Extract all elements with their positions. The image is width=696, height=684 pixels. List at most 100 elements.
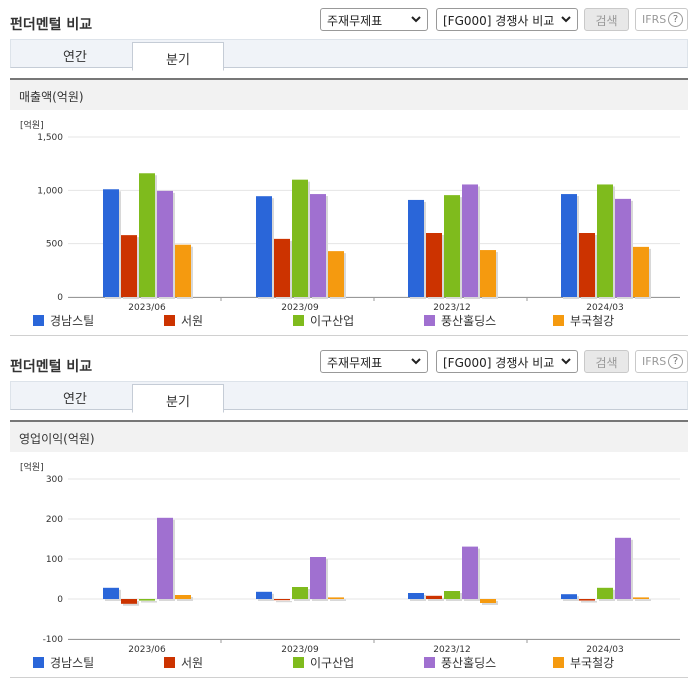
- unit-label: [억원]: [20, 463, 44, 473]
- bar: [579, 233, 595, 297]
- legend-label: 경남스틸: [50, 314, 95, 328]
- bar: [633, 597, 649, 599]
- bar: [103, 189, 119, 297]
- bar: [426, 595, 442, 599]
- search-button[interactable]: 검색: [584, 350, 629, 373]
- revenue-chart: 0 500 1,000 1,500 2023/06 2023/09 2023/12 2024/…: [37, 133, 680, 313]
- bar: [121, 235, 137, 297]
- y-tick-label: 500: [46, 240, 63, 250]
- bar: [561, 594, 577, 599]
- bar: [157, 190, 173, 297]
- y-tick-label: -100: [43, 635, 64, 645]
- legend-swatch: [293, 657, 304, 668]
- legend-item[interactable]: 풍산홀딩스: [424, 654, 496, 670]
- legend-label: 이구산업: [310, 656, 355, 670]
- legend-item[interactable]: 서원: [164, 654, 203, 670]
- legend-item[interactable]: 부국철강: [553, 312, 614, 328]
- legend-swatch: [424, 657, 435, 668]
- x-tick-label: 2023/09: [281, 645, 319, 655]
- legend-swatch: [164, 315, 175, 326]
- ifrs-button[interactable]: IFRS ?: [635, 350, 688, 373]
- x-tick-label: 2023/09: [281, 303, 319, 313]
- bar: [139, 599, 155, 601]
- x-tick-label: 2023/12: [433, 645, 470, 655]
- tab-quarterly[interactable]: 분기: [132, 384, 224, 413]
- period-tabs: 연간 분기: [10, 39, 688, 71]
- bar: [274, 599, 290, 601]
- bar: [292, 179, 308, 297]
- divider: [10, 335, 688, 336]
- bar: [157, 517, 173, 599]
- legend-label: 풍산홀딩스: [441, 656, 497, 670]
- legend-item[interactable]: 경남스틸: [33, 312, 94, 328]
- bar: [121, 599, 137, 604]
- panel-title: 펀더멘털 비교: [10, 17, 93, 33]
- bar: [256, 591, 272, 599]
- legend-label: 경남스틸: [50, 656, 95, 670]
- legend-item[interactable]: 이구산업: [293, 312, 354, 328]
- y-tick-label: 1,500: [37, 133, 63, 143]
- statement-select[interactable]: 주재무제표: [320, 8, 428, 31]
- legend-item[interactable]: 서원: [164, 312, 203, 328]
- bar: [462, 546, 478, 599]
- bar: [597, 587, 613, 599]
- bar-shadow: [141, 601, 157, 603]
- search-button[interactable]: 검색: [584, 8, 629, 31]
- help-icon[interactable]: ?: [668, 12, 683, 27]
- x-tick-label: 2023/06: [128, 303, 166, 313]
- chevron-down-icon: [561, 358, 571, 365]
- fundamental-comparison-panel-2: 펀더멘털 비교 주재무제표 [FG000] 경쟁사 비교 검색 IFRS ? 연…: [0, 342, 696, 684]
- y-tick-label: 100: [46, 555, 63, 565]
- bar: [633, 246, 649, 297]
- help-icon[interactable]: ?: [668, 354, 683, 369]
- legend-swatch: [553, 657, 564, 668]
- peer-group-select-value: [FG000] 경쟁사 비교: [443, 356, 555, 370]
- chart-title: 영업이익(억원): [10, 420, 688, 452]
- ifrs-label: IFRS: [642, 355, 667, 368]
- bar: [426, 233, 442, 297]
- bar: [579, 599, 595, 601]
- peer-group-select[interactable]: [FG000] 경쟁사 비교: [436, 350, 578, 373]
- statement-select[interactable]: 주재무제표: [320, 350, 428, 373]
- chevron-down-icon: [411, 358, 421, 365]
- bar: [444, 591, 460, 599]
- unit-label: [억원]: [20, 121, 44, 131]
- bar: [480, 599, 496, 603]
- legend-label: 부국철강: [570, 314, 615, 328]
- legend-item[interactable]: 풍산홀딩스: [424, 312, 496, 328]
- operating-profit-chart: -100 0 100 200 300 2023/06 2023/09 2023/12 2024/…: [43, 475, 680, 655]
- tab-annual[interactable]: 연간: [63, 392, 87, 407]
- bar: [256, 196, 272, 297]
- bar: [274, 238, 290, 297]
- statement-select-value: 주재무제표: [327, 356, 383, 370]
- bar: [292, 587, 308, 599]
- ifrs-label: IFRS: [642, 13, 667, 26]
- tab-annual[interactable]: 연간: [63, 50, 87, 65]
- peer-group-select[interactable]: [FG000] 경쟁사 비교: [436, 8, 578, 31]
- bar: [310, 557, 326, 599]
- x-tick-label: 2024/03: [586, 645, 623, 655]
- bar-shadow: [428, 597, 444, 601]
- bar: [444, 195, 460, 297]
- ifrs-button[interactable]: IFRS ?: [635, 8, 688, 31]
- bar: [561, 194, 577, 297]
- legend-swatch: [293, 315, 304, 326]
- bar: [103, 587, 119, 599]
- bar-shadow: [581, 601, 597, 603]
- chart-legend: 경남스틸 서원 이구산업 풍산홀딩스 부국철강: [0, 654, 696, 672]
- bar: [462, 184, 478, 297]
- legend-label: 서원: [181, 656, 204, 670]
- x-tick-label: 2023/06: [128, 645, 166, 655]
- chevron-down-icon: [561, 16, 571, 23]
- legend-label: 이구산업: [310, 314, 355, 328]
- legend-item[interactable]: 이구산업: [293, 654, 354, 670]
- panel-title: 펀더멘털 비교: [10, 359, 93, 375]
- tab-quarterly[interactable]: 분기: [132, 42, 224, 71]
- legend-item[interactable]: 경남스틸: [33, 654, 94, 670]
- x-tick-label: 2024/03: [586, 303, 623, 313]
- y-tick-label: 1,000: [37, 186, 63, 196]
- bar: [408, 199, 424, 297]
- bar-shadow: [330, 599, 346, 601]
- legend-item[interactable]: 부국철강: [553, 654, 614, 670]
- bar: [328, 597, 344, 599]
